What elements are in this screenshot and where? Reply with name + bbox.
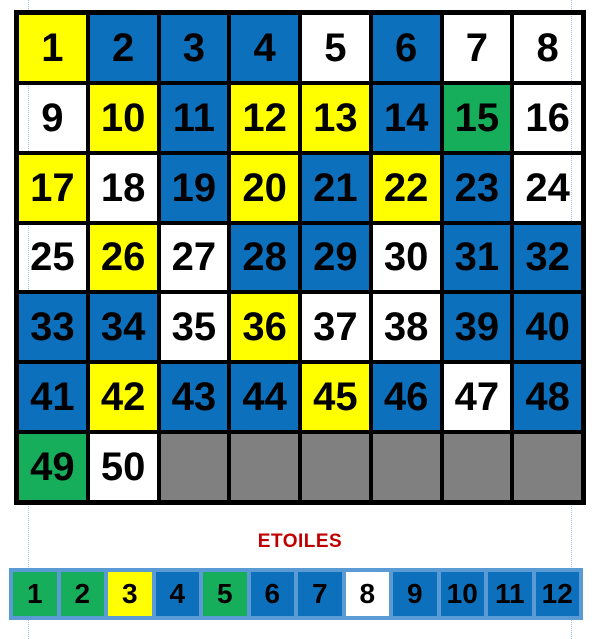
- grid-cell-12[interactable]: 12: [229, 82, 300, 153]
- star-cell-5[interactable]: 5: [203, 572, 247, 616]
- etoiles-label: ETOILES: [257, 531, 343, 552]
- grid-cell-11[interactable]: 11: [158, 82, 230, 153]
- grid-cell-35[interactable]: 35: [158, 292, 230, 363]
- grid-cell-21[interactable]: 21: [300, 152, 371, 223]
- grid-cell-38[interactable]: 38: [370, 292, 442, 363]
- grid-cell-28[interactable]: 28: [229, 222, 300, 293]
- grid-cell-2[interactable]: 2: [87, 13, 159, 83]
- grid-cell-8[interactable]: 8: [512, 13, 583, 83]
- star-cell-11[interactable]: 11: [488, 572, 532, 616]
- grid-cell-6[interactable]: 6: [370, 13, 442, 83]
- grid-cell-9[interactable]: 9: [17, 82, 88, 153]
- grid-cell-49[interactable]: 49: [17, 432, 88, 502]
- grid-cell-empty: [229, 432, 300, 502]
- grid-cell-16[interactable]: 16: [512, 82, 583, 153]
- grid-cell-42[interactable]: 42: [87, 362, 159, 433]
- grid-cell-39[interactable]: 39: [441, 292, 513, 363]
- star-cell-7[interactable]: 7: [298, 572, 342, 616]
- grid-cell-37[interactable]: 37: [300, 292, 371, 363]
- star-cell-12[interactable]: 12: [535, 572, 579, 616]
- numbers-grid: 1 2 3 4 5 6 7 8 9 10 11 12 13 14 15 16 17 18 19 20 21 22 23 24 2…: [14, 10, 586, 505]
- grid-cell-40[interactable]: 40: [512, 292, 583, 363]
- grid-cell-34[interactable]: 34: [87, 292, 159, 363]
- grid-cell-empty: [370, 432, 442, 502]
- stars-strip: 1 2 3 4 5 6 7 8 9 10 11 12: [9, 568, 583, 620]
- grid-cell-4[interactable]: 4: [229, 13, 300, 83]
- grid-cell-50[interactable]: 50: [87, 432, 159, 502]
- grid-cell-43[interactable]: 43: [158, 362, 230, 433]
- grid-cell-18[interactable]: 18: [87, 152, 159, 223]
- grid-cell-7[interactable]: 7: [441, 13, 513, 83]
- grid-cell-45[interactable]: 45: [300, 362, 371, 433]
- grid-cell-13[interactable]: 13: [300, 82, 371, 153]
- grid-cell-24[interactable]: 24: [512, 152, 583, 223]
- grid-cell-empty: [512, 432, 583, 502]
- star-cell-9[interactable]: 9: [393, 572, 437, 616]
- star-cell-3[interactable]: 3: [108, 572, 152, 616]
- grid-cell-32[interactable]: 32: [512, 222, 583, 293]
- star-cell-10[interactable]: 10: [440, 572, 484, 616]
- grid-cell-5[interactable]: 5: [300, 13, 371, 83]
- grid-cell-26[interactable]: 26: [87, 222, 159, 293]
- grid-cell-1[interactable]: 1: [17, 13, 88, 83]
- grid-cell-14[interactable]: 14: [370, 82, 442, 153]
- star-cell-6[interactable]: 6: [250, 572, 294, 616]
- grid-cell-47[interactable]: 47: [441, 362, 513, 433]
- grid-cell-22[interactable]: 22: [370, 152, 442, 223]
- grid-cell-46[interactable]: 46: [370, 362, 442, 433]
- grid-cell-23[interactable]: 23: [441, 152, 513, 223]
- star-cell-2[interactable]: 2: [60, 572, 104, 616]
- grid-cell-30[interactable]: 30: [370, 222, 442, 293]
- grid-cell-27[interactable]: 27: [158, 222, 230, 293]
- grid-cell-15[interactable]: 15: [441, 82, 513, 153]
- grid-cell-19[interactable]: 19: [158, 152, 230, 223]
- grid-cell-41[interactable]: 41: [17, 362, 88, 433]
- star-cell-4[interactable]: 4: [155, 572, 199, 616]
- grid-cell-31[interactable]: 31: [441, 222, 513, 293]
- grid-cell-3[interactable]: 3: [158, 13, 230, 83]
- grid-cell-17[interactable]: 17: [17, 152, 88, 223]
- grid-cell-empty: [441, 432, 513, 502]
- grid-cell-10[interactable]: 10: [87, 82, 159, 153]
- grid-cell-48[interactable]: 48: [512, 362, 583, 433]
- grid-cell-empty: [158, 432, 230, 502]
- grid-cell-44[interactable]: 44: [229, 362, 300, 433]
- star-cell-1[interactable]: 1: [13, 572, 57, 616]
- star-cell-8[interactable]: 8: [345, 572, 389, 616]
- grid-cell-20[interactable]: 20: [229, 152, 300, 223]
- grid-cell-25[interactable]: 25: [17, 222, 88, 293]
- grid-cell-33[interactable]: 33: [17, 292, 88, 363]
- grid-cell-36[interactable]: 36: [229, 292, 300, 363]
- grid-cell-empty: [300, 432, 371, 502]
- grid-cell-29[interactable]: 29: [300, 222, 371, 293]
